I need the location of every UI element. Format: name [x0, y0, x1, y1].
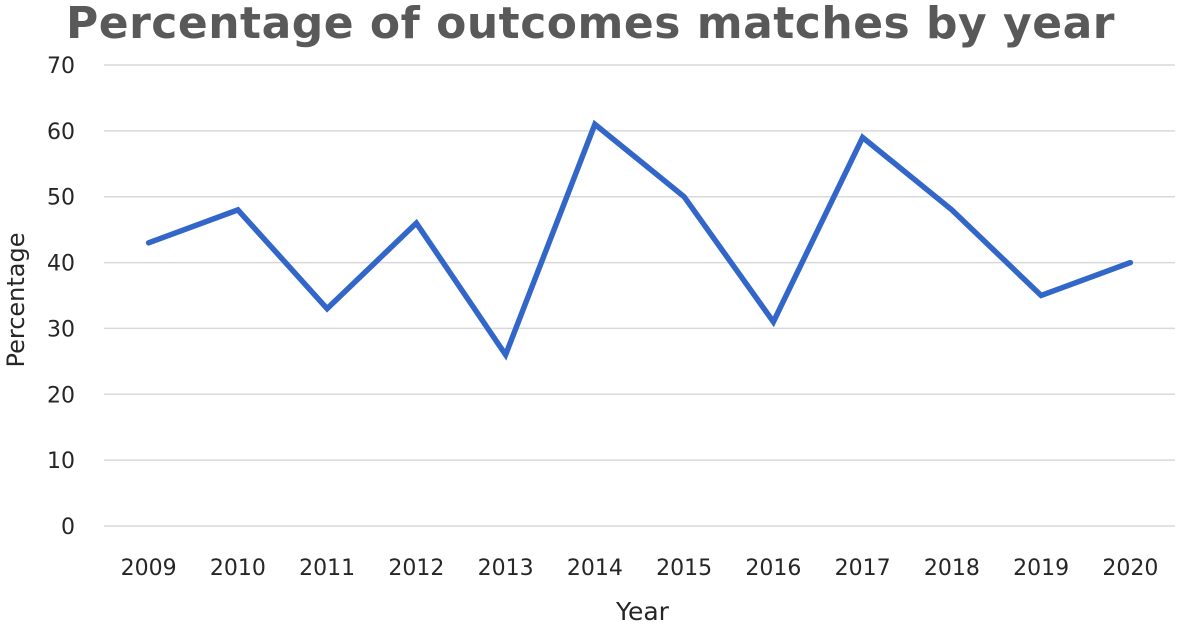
x-axis-label: Year: [616, 597, 669, 626]
chart-title: Percentage of outcomes matches by year: [66, 0, 1115, 49]
y-tick-label: 40: [47, 252, 75, 277]
x-tick-label: 2020: [1102, 556, 1158, 581]
x-tick-label: 2015: [656, 556, 712, 581]
x-tick-label: 2016: [745, 556, 801, 581]
x-tick-label: 2011: [299, 556, 355, 581]
y-tick-label: 0: [61, 515, 75, 540]
y-tick-label: 10: [47, 449, 75, 474]
series-line: [145, 119, 1134, 361]
x-tick-label: 2017: [835, 556, 891, 581]
y-tick-label: 50: [47, 186, 75, 211]
y-tick-label: 30: [47, 317, 75, 342]
x-tick-labels: 2009 2010 2011 2012 2013 2014 2015 2016 2017 2018…: [121, 556, 1159, 581]
y-tick-label: 60: [47, 120, 75, 145]
x-tick-label: 2010: [210, 556, 266, 581]
x-tick-label: 2009: [121, 556, 177, 581]
x-tick-label: 2013: [478, 556, 534, 581]
x-tick-label: 2019: [1013, 556, 1069, 581]
x-tick-label: 2014: [567, 556, 623, 581]
x-tick-label: 2012: [388, 556, 444, 581]
series-lines: [145, 119, 1134, 361]
gridlines: [104, 64, 1175, 527]
y-axis-label: Percentage: [2, 232, 30, 368]
y-tick-label: 20: [47, 383, 75, 408]
x-tick-label: 2018: [924, 556, 980, 581]
y-tick-label: 70: [47, 54, 75, 79]
y-tick-labels: 0 10 20 30 40 50 60 70: [47, 54, 75, 540]
